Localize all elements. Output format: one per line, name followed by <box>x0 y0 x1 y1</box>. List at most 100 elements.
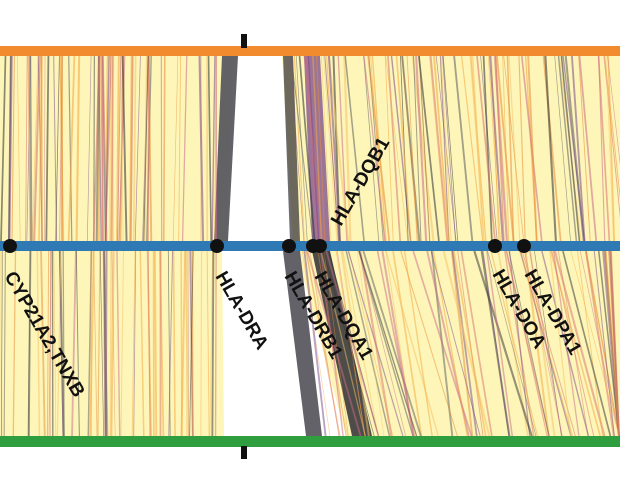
link-line <box>518 55 526 242</box>
link-line <box>209 250 213 437</box>
link-line <box>8 55 13 242</box>
link-line <box>442 55 459 242</box>
link-line <box>28 55 31 242</box>
link-line <box>323 55 338 242</box>
link-line <box>323 250 375 437</box>
link-line <box>0 250 3 437</box>
link-line <box>178 55 182 242</box>
link-line <box>403 250 433 437</box>
link-line <box>598 55 606 242</box>
link-line <box>392 250 423 437</box>
link-line <box>439 55 450 242</box>
link-line <box>62 250 65 437</box>
link-line <box>101 55 107 242</box>
gene-marker-cyp21a2-tnxb[interactable] <box>3 239 17 253</box>
gene-marker-hla-dra[interactable] <box>210 239 224 253</box>
link-line <box>553 250 580 437</box>
link-line <box>418 55 440 242</box>
link-line <box>482 55 493 242</box>
link-line <box>172 55 179 242</box>
link-line <box>607 55 616 242</box>
link-line <box>544 55 557 242</box>
link-line <box>207 55 212 242</box>
link-line <box>605 55 614 242</box>
link-line <box>181 55 188 242</box>
link-line <box>453 55 474 242</box>
link-line <box>487 250 537 437</box>
link-line <box>298 55 316 242</box>
link-line <box>75 250 80 437</box>
link-line <box>103 250 108 437</box>
link-line <box>89 250 95 437</box>
link-line <box>494 55 505 242</box>
link-line <box>495 55 509 242</box>
link-line <box>524 250 550 437</box>
link-line <box>71 250 77 437</box>
link-line <box>211 55 216 242</box>
link-line <box>36 250 41 437</box>
link-line <box>506 250 548 437</box>
link-line <box>429 55 449 242</box>
link-line <box>345 250 391 437</box>
link-line <box>541 250 590 437</box>
link-line <box>309 250 340 437</box>
link-line <box>214 250 217 437</box>
link-line <box>362 250 422 437</box>
gene-marker-hla-dpa1[interactable] <box>517 239 531 253</box>
link-line <box>359 250 393 437</box>
link-line <box>577 250 604 437</box>
link-line <box>384 55 394 242</box>
link-line <box>604 55 620 200</box>
link-line <box>104 55 110 242</box>
bottom-axis-tick <box>241 446 247 459</box>
link-line <box>97 250 101 437</box>
link-line <box>147 250 151 437</box>
link-line <box>87 55 92 242</box>
link-line <box>28 250 32 437</box>
gene-marker-hla-doa[interactable] <box>488 239 502 253</box>
link-line <box>527 55 538 242</box>
link-line <box>131 250 136 437</box>
link-line <box>111 250 116 437</box>
link-line <box>75 55 81 242</box>
link-line <box>385 250 439 437</box>
link-line <box>340 250 370 437</box>
link-line <box>93 250 98 437</box>
link-line <box>570 55 586 242</box>
link-line <box>503 55 525 242</box>
link-line <box>206 250 210 437</box>
link-line <box>335 250 366 437</box>
link-line <box>506 55 515 242</box>
link-line <box>67 55 76 242</box>
link-line <box>133 250 137 437</box>
link-line <box>168 250 174 437</box>
link-line <box>411 55 435 242</box>
link-line <box>490 250 538 437</box>
link-line <box>303 250 327 437</box>
bottom-track <box>0 436 620 447</box>
gene-marker-hla-drb1[interactable] <box>282 239 296 253</box>
link-line <box>312 55 323 242</box>
link-line <box>460 250 493 437</box>
link-line <box>306 250 362 437</box>
link-line <box>385 55 408 242</box>
link-bundle-dark-upper-b <box>283 56 300 241</box>
link-line <box>562 250 612 437</box>
gene-marker-hla-dqa1[interactable] <box>313 239 327 253</box>
link-line <box>110 55 114 242</box>
link-line <box>162 55 166 242</box>
link-line <box>524 250 563 437</box>
link-line <box>363 55 386 242</box>
link-line <box>46 250 50 437</box>
link-line <box>451 250 478 437</box>
link-line <box>461 55 484 242</box>
link-line <box>585 250 620 437</box>
link-line <box>198 55 205 242</box>
link-bundle-dark-lower-a <box>283 251 322 436</box>
link-line <box>117 55 122 242</box>
link-line <box>473 250 533 437</box>
link-line <box>482 250 510 437</box>
link-line <box>593 250 615 437</box>
link-line <box>324 55 340 242</box>
